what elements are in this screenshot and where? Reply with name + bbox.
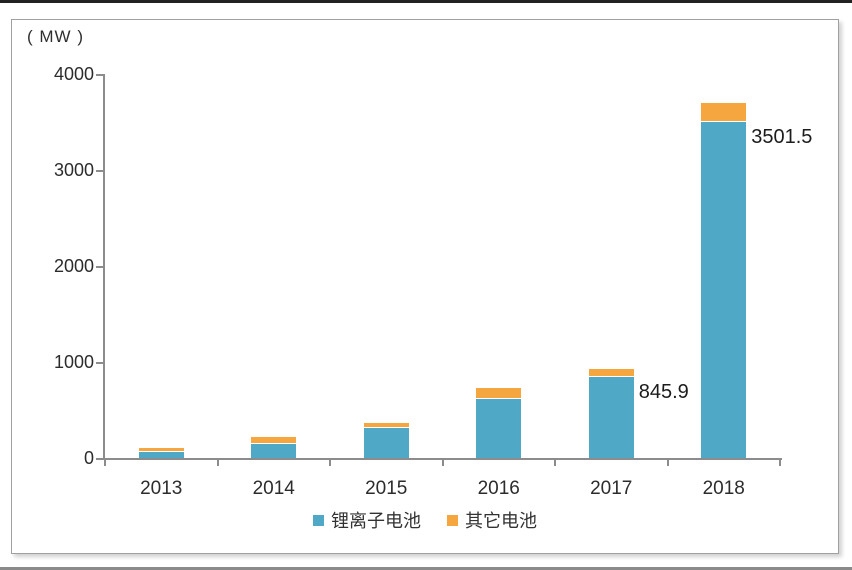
bar-segment-other — [138, 448, 184, 452]
legend-label: 其它电池 — [465, 511, 537, 531]
y-tick-label: 4000 — [53, 64, 94, 84]
legend-swatch-icon — [313, 514, 324, 526]
y-axis-tick — [96, 458, 103, 460]
bar-segment-other — [588, 369, 634, 376]
bar-segment-other — [251, 437, 297, 444]
image-bottom-edge — [0, 567, 852, 570]
bar-segment-other — [701, 102, 747, 121]
legend-swatch-icon — [447, 514, 458, 526]
x-tick-label: 2014 — [252, 478, 295, 499]
x-tick-label: 2016 — [477, 478, 520, 499]
bar-segment-lithium — [476, 398, 522, 458]
legend-item: 锂离子电池 — [313, 507, 421, 533]
bar-value-label: 3501.5 — [751, 125, 813, 148]
x-axis-tick — [554, 458, 556, 466]
bar-segment-lithium — [138, 452, 184, 458]
x-tick-label: 2018 — [702, 478, 745, 499]
x-tick-label: 2017 — [590, 478, 633, 499]
y-axis-tick — [96, 266, 103, 268]
y-tick-label: 1000 — [53, 352, 94, 372]
x-axis-tick — [441, 458, 444, 466]
bar-segment-other — [476, 387, 522, 398]
y-axis-tick — [96, 74, 103, 76]
x-tick-label: 2013 — [140, 478, 183, 499]
legend: 锂离子电池 其它电池 — [11, 507, 839, 533]
y-axis-tick — [96, 170, 103, 172]
y-axis-tick — [96, 362, 103, 364]
legend-item: 其它电池 — [447, 507, 537, 533]
chart-frame — [11, 19, 839, 554]
x-axis-tick — [104, 458, 106, 466]
y-axis-line — [103, 74, 105, 460]
y-tick-label: 3000 — [53, 160, 94, 180]
bar-segment-lithium — [251, 444, 297, 458]
legend-label: 锂离子电池 — [331, 511, 421, 531]
x-axis-tick — [666, 458, 669, 466]
bar-value-label: 845.9 — [638, 380, 689, 403]
y-tick-label: 0 — [83, 448, 94, 468]
x-axis-tick — [329, 458, 331, 466]
y-axis-unit-label: ( MW ) — [27, 27, 84, 46]
x-tick-label: 2015 — [365, 478, 408, 499]
x-axis-tick — [216, 458, 219, 466]
bar-segment-other — [363, 422, 409, 428]
image-top-edge — [0, 0, 852, 3]
bar-segment-lithium — [363, 428, 409, 458]
bar-segment-lithium — [701, 121, 747, 458]
bar-segment-lithium — [588, 376, 634, 458]
y-tick-label: 2000 — [53, 256, 94, 276]
x-axis-tick — [779, 458, 781, 466]
